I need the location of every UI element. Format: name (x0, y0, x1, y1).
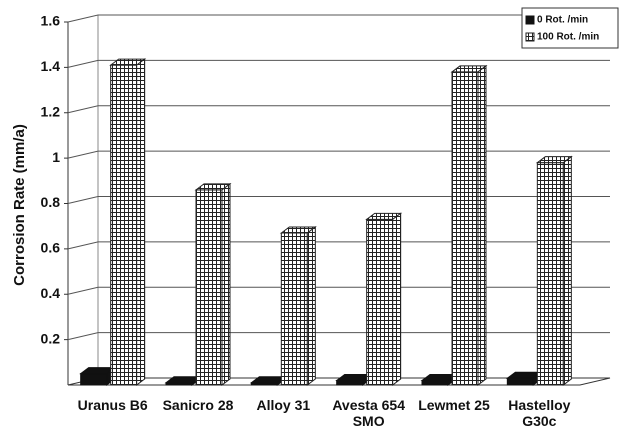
bar (420, 373, 458, 386)
bar-front (366, 218, 394, 386)
bar (335, 373, 373, 386)
bar (505, 371, 543, 386)
grid-line (67, 241, 610, 250)
bar-front (451, 71, 479, 386)
y-axis-label: Corrosion Rate (mm/a) (11, 124, 28, 286)
bar (79, 366, 117, 386)
y-tick-label: 1.6 (41, 13, 61, 29)
bar-side (306, 225, 316, 386)
bar-front (195, 189, 223, 386)
bar-front (336, 379, 364, 386)
bar-front (506, 377, 534, 386)
bar-front (280, 232, 308, 386)
grid-line (67, 150, 610, 159)
y-tick-label: 1.2 (41, 103, 61, 119)
grid-line (67, 105, 610, 114)
x-tick-label: Uranus B6 (77, 397, 148, 413)
y-tick-label: 0.8 (41, 194, 61, 210)
bar (535, 155, 573, 386)
bar-front (110, 64, 138, 386)
grid-line (67, 196, 610, 204)
legend-swatch (525, 15, 535, 25)
bar-side (136, 58, 146, 386)
grid-line (67, 332, 610, 341)
bar (365, 212, 403, 386)
x-tick-label: Hastelloy G30c (508, 397, 571, 429)
x-tick-label: Avesta 654 SMO (332, 397, 405, 429)
bar-front (421, 379, 449, 386)
legend-label: 100 Rot. /min (537, 32, 599, 43)
grid-line (67, 286, 610, 295)
legend-label: 0 Rot. /min (537, 15, 588, 26)
grid-line (67, 59, 610, 68)
legend-box (521, 7, 619, 49)
bar (279, 225, 317, 386)
x-tick-label: Alloy 31 (256, 397, 311, 413)
bar-front (536, 162, 564, 386)
bar-side (477, 64, 487, 386)
bar-side (562, 155, 572, 386)
x-tick-label: Lewmet 25 (418, 397, 490, 413)
bar-front (80, 373, 108, 386)
y-tick-label: 0.2 (41, 330, 61, 346)
legend-swatch (525, 32, 535, 42)
bar-side (392, 212, 402, 386)
y-tick-label: 0.6 (41, 240, 61, 256)
bar (450, 64, 488, 386)
bar (109, 58, 147, 386)
bar-side (221, 182, 231, 386)
grid-line (67, 14, 610, 23)
y-tick-label: 0.4 (41, 285, 61, 301)
x-tick-label: Sanicro 28 (162, 397, 234, 413)
y-tick-label: 1 (52, 149, 60, 165)
y-tick-label: 1.4 (41, 58, 61, 74)
bar (194, 182, 232, 386)
